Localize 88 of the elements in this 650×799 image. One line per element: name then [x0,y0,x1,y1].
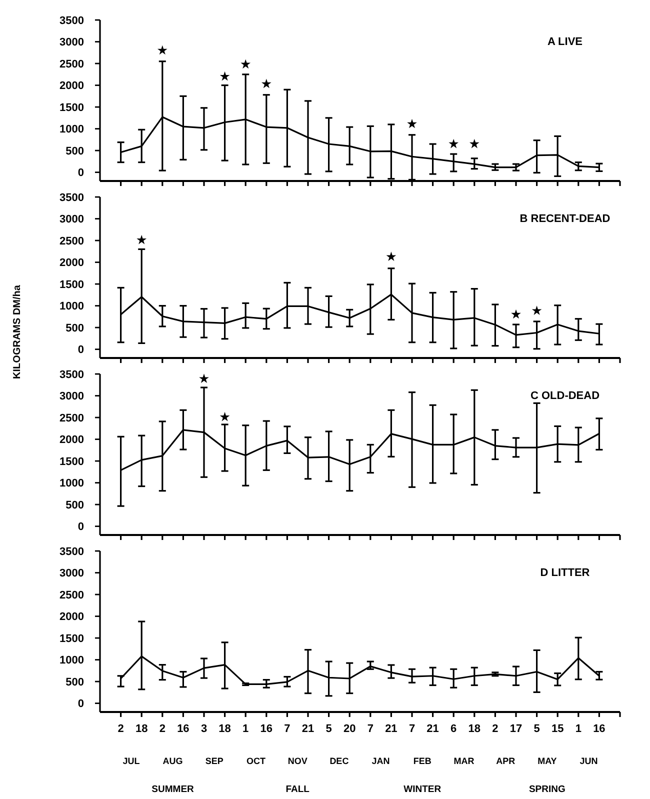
x-tick-label: 18 [468,723,481,735]
y-tick-label: 1500 [60,632,84,645]
y-tick-label: 1000 [60,478,84,490]
y-tick-label: 0 [78,167,84,180]
y-tick-label: 3000 [60,390,84,403]
y-tick-label: 2000 [60,611,84,624]
text: APR [496,756,516,766]
y-tick-label: 3500 [60,368,84,381]
x-tick-label: 18 [218,723,231,735]
text: C OLD-DEAD [530,390,600,402]
point [448,138,459,148]
y-tick-label: 500 [66,145,84,158]
text: MAR [454,756,475,766]
y-tick-label: 3000 [60,36,84,49]
text: JUN [580,756,598,766]
y-tick-label: 2500 [60,589,84,602]
x-tick-label: 21 [385,723,398,735]
text: A LIVE [547,36,583,48]
y-tick-label: 1500 [60,102,84,114]
x-tick-label: 5 [326,723,332,735]
point [261,78,272,88]
y-tick-label: 500 [66,676,84,688]
point [469,138,480,148]
point [532,306,542,315]
y-tick-label: 2000 [60,80,84,92]
y-tick-label: 3500 [60,546,84,558]
point [240,59,251,69]
y-tick-label: 1000 [60,654,84,667]
x-tick-label: 6 [450,723,457,735]
y-tick-label: 3500 [60,192,84,204]
x-tick-label: 3 [200,723,208,735]
y-tick-label: 2500 [60,412,84,424]
text: SUMMER [152,784,194,795]
y-tick-label: 2500 [60,235,84,248]
x-tick-label: 2 [118,723,124,735]
x-tick-label: 5 [534,723,540,735]
text: SPRING [528,784,566,795]
y-tick-label: 2000 [60,434,84,446]
point [220,71,230,81]
text: B RECENT-DEAD [520,213,610,225]
y-tick-label: 0 [78,521,84,534]
x-tick-label: 16 [177,723,190,735]
x-tick-label: 21 [302,723,314,735]
y-tick-label: 3000 [60,568,84,580]
x-tick-label: 17 [510,723,522,735]
x-tick-label: 1 [575,723,582,735]
point [136,234,147,244]
x-tick-label: 7 [367,723,374,735]
y-tick-label: 1000 [60,124,84,136]
x-tick-label: 15 [551,723,564,735]
point [386,252,396,262]
text: JUL [122,756,140,766]
x-tick-label: 7 [284,723,290,735]
text: FEB [413,756,432,766]
y-tick-label: 500 [66,322,84,334]
x-tick-label: 16 [260,723,273,735]
x-tick-label: 2 [492,723,498,735]
y-tick-label: 0 [78,698,84,710]
y-tick-label: 1500 [60,278,84,291]
y-tick-label: 0 [78,344,84,356]
y-tick-label: 2000 [60,257,84,270]
y-axis-title: KILOGRAMS DM/ha [12,284,23,379]
point [511,309,521,319]
text: FALL [286,784,310,795]
point [407,118,417,128]
text: DEC [330,756,350,766]
y-tick-label: 1500 [60,456,84,468]
text: MAY [538,756,557,766]
y-tick-label: 1000 [60,300,84,313]
x-tick-label: 21 [426,723,439,735]
y-tick-label: 500 [66,499,84,512]
text: JAN [372,756,390,766]
x-tick-label: 18 [135,723,148,735]
x-tick-label: 1 [242,723,249,735]
text: WINTER [404,784,442,795]
y-tick-label: 2500 [60,58,84,70]
y-tick-label: 3000 [60,214,84,226]
text: NOV [288,756,308,766]
x-tick-label: 7 [408,723,416,735]
text: AUG [162,756,183,766]
text: SEP [205,756,224,766]
text: D LITTER [540,567,590,579]
x-tick-label: 20 [343,723,356,735]
y-tick-label: 3500 [60,14,84,27]
x-tick-label: 2 [159,723,166,735]
point [157,45,168,55]
text: OCT [246,756,266,766]
x-tick-label: 16 [593,723,606,735]
